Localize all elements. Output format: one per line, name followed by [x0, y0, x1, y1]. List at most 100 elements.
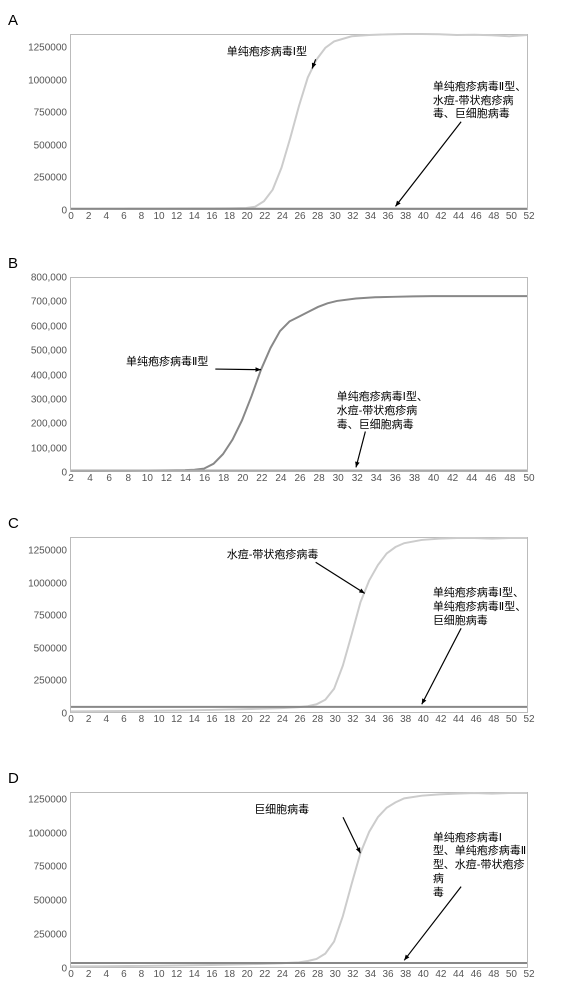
xtick-label: 24 [277, 209, 288, 222]
xtick-label: 16 [206, 967, 217, 980]
xtick-label: 6 [121, 967, 127, 980]
xtick-label: 44 [453, 967, 464, 980]
xtick-label: 40 [428, 471, 439, 484]
xtick-label: 36 [383, 967, 394, 980]
xtick-label: 20 [237, 471, 248, 484]
xtick-label: 52 [523, 209, 534, 222]
xtick-label: 16 [206, 712, 217, 725]
xtick-label: 34 [365, 712, 376, 725]
ytick-label: 200,000 [31, 419, 71, 430]
xtick-label: 6 [121, 209, 127, 222]
xtick-label: 2 [86, 209, 92, 222]
xtick-label: 22 [259, 209, 270, 222]
xtick-label: 2 [86, 712, 92, 725]
xtick-label: 46 [485, 471, 496, 484]
xtick-label: 6 [106, 471, 112, 484]
xtick-label: 40 [418, 712, 429, 725]
xtick-label: 34 [371, 471, 382, 484]
xtick-label: 26 [294, 967, 305, 980]
xtick-label: 50 [506, 209, 517, 222]
xtick-label: 36 [390, 471, 401, 484]
xtick-label: 8 [125, 471, 131, 484]
xtick-label: 8 [139, 209, 145, 222]
ytick-label: 750000 [34, 611, 71, 622]
xtick-label: 4 [103, 967, 109, 980]
ytick-label: 500,000 [31, 346, 71, 357]
xtick-label: 26 [294, 471, 305, 484]
ytick-label: 250000 [34, 173, 71, 184]
ytick-label: 1250000 [28, 794, 71, 805]
xtick-label: 42 [435, 209, 446, 222]
xtick-label: 20 [242, 967, 253, 980]
ytick-label: 1000000 [28, 828, 71, 839]
panel-label: A [8, 12, 18, 29]
xtick-label: 2 [86, 967, 92, 980]
xtick-label: 50 [506, 712, 517, 725]
xtick-label: 8 [139, 712, 145, 725]
panel-a: A025000050000075000010000001250000024681… [0, 12, 574, 227]
xtick-label: 38 [400, 209, 411, 222]
xtick-label: 32 [347, 209, 358, 222]
arrow-svg [71, 278, 527, 471]
ytick-label: 300,000 [31, 394, 71, 405]
xtick-label: 0 [68, 712, 74, 725]
xtick-label: 38 [400, 712, 411, 725]
ytick-label: 1250000 [28, 546, 71, 557]
xtick-label: 14 [189, 967, 200, 980]
xtick-label: 24 [277, 967, 288, 980]
xtick-label: 26 [294, 209, 305, 222]
panel-d: D025000050000075000010000001250000024681… [0, 770, 574, 990]
arrow-svg [71, 538, 527, 712]
ytick-label: 1000000 [28, 75, 71, 86]
xtick-label: 12 [171, 209, 182, 222]
xtick-label: 44 [453, 712, 464, 725]
xtick-label: 38 [409, 471, 420, 484]
arrow-svg [71, 793, 527, 967]
xtick-label: 34 [365, 967, 376, 980]
ytick-label: 500000 [34, 896, 71, 907]
xtick-label: 48 [488, 712, 499, 725]
ytick-label: 1250000 [28, 43, 71, 54]
xtick-label: 24 [275, 471, 286, 484]
xtick-label: 42 [447, 471, 458, 484]
ytick-label: 800,000 [31, 273, 71, 284]
ytick-label: 400,000 [31, 370, 71, 381]
xtick-label: 18 [218, 471, 229, 484]
xtick-label: 10 [154, 967, 165, 980]
xtick-label: 18 [224, 712, 235, 725]
ytick-label: 600,000 [31, 321, 71, 332]
xtick-label: 14 [189, 209, 200, 222]
ytick-label: 700,000 [31, 297, 71, 308]
xtick-label: 32 [347, 712, 358, 725]
xtick-label: 48 [488, 209, 499, 222]
xtick-label: 18 [224, 967, 235, 980]
xtick-label: 20 [242, 209, 253, 222]
xtick-label: 32 [352, 471, 363, 484]
xtick-label: 22 [259, 967, 270, 980]
panel-c: C025000050000075000010000001250000024681… [0, 515, 574, 730]
ytick-label: 100,000 [31, 443, 71, 454]
xtick-label: 48 [488, 967, 499, 980]
xtick-label: 22 [256, 471, 267, 484]
panel-label: C [8, 515, 19, 532]
ytick-label: 500000 [34, 140, 71, 151]
xtick-label: 12 [161, 471, 172, 484]
xtick-label: 48 [504, 471, 515, 484]
xtick-label: 46 [471, 712, 482, 725]
ytick-label: 250000 [34, 676, 71, 687]
xtick-label: 50 [523, 471, 534, 484]
xtick-label: 30 [330, 209, 341, 222]
xtick-label: 28 [312, 967, 323, 980]
xtick-label: 20 [242, 712, 253, 725]
ytick-label: 1000000 [28, 578, 71, 589]
xtick-label: 36 [383, 209, 394, 222]
xtick-label: 4 [87, 471, 93, 484]
xtick-label: 42 [435, 967, 446, 980]
xtick-label: 12 [171, 967, 182, 980]
xtick-label: 30 [330, 967, 341, 980]
panel-label: D [8, 770, 19, 787]
xtick-label: 52 [523, 712, 534, 725]
xtick-label: 50 [506, 967, 517, 980]
xtick-label: 10 [154, 712, 165, 725]
xtick-label: 16 [206, 209, 217, 222]
